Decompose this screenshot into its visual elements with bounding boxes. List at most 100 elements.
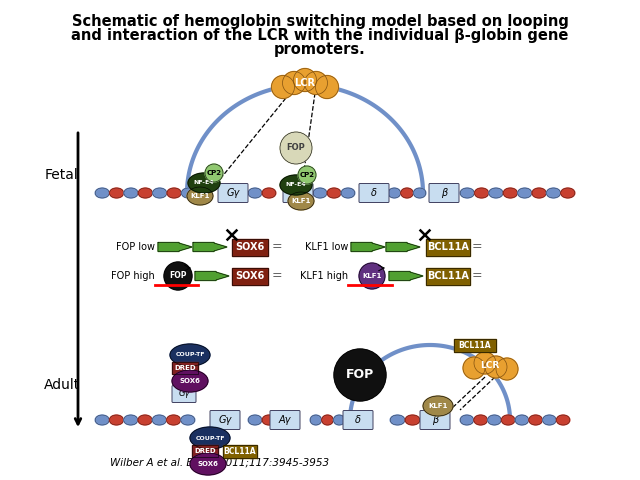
Polygon shape: [158, 242, 192, 252]
Ellipse shape: [405, 415, 420, 425]
Text: LCR: LCR: [294, 78, 316, 88]
Text: FOP: FOP: [346, 369, 374, 382]
FancyBboxPatch shape: [218, 183, 248, 203]
Text: CP2: CP2: [207, 170, 221, 176]
Text: FOP low: FOP low: [116, 242, 155, 252]
Ellipse shape: [188, 173, 220, 193]
Text: DRED: DRED: [194, 448, 216, 454]
Ellipse shape: [561, 188, 575, 198]
Bar: [232, 267, 268, 285]
Ellipse shape: [167, 188, 181, 198]
Text: KLF1: KLF1: [362, 273, 381, 279]
Text: BCL11A: BCL11A: [224, 446, 256, 456]
Text: δ: δ: [371, 188, 377, 198]
Ellipse shape: [310, 415, 321, 425]
Ellipse shape: [518, 188, 532, 198]
Text: KLF1: KLF1: [428, 403, 448, 409]
Ellipse shape: [181, 188, 195, 198]
Bar: [223, 444, 257, 457]
Text: Aγ: Aγ: [279, 415, 291, 425]
Text: BCL11A: BCL11A: [427, 242, 469, 252]
Ellipse shape: [341, 188, 355, 198]
Circle shape: [294, 69, 317, 92]
Text: δ: δ: [355, 415, 361, 425]
Ellipse shape: [95, 188, 109, 198]
Text: =: =: [472, 269, 483, 283]
Ellipse shape: [95, 415, 109, 425]
Text: Fetal: Fetal: [45, 168, 79, 182]
Circle shape: [463, 357, 485, 379]
Text: FOP high: FOP high: [111, 271, 155, 281]
Ellipse shape: [460, 415, 474, 425]
Bar: [172, 362, 198, 374]
Circle shape: [271, 75, 294, 98]
Circle shape: [334, 349, 386, 401]
FancyBboxPatch shape: [210, 410, 240, 430]
Text: BCL11A: BCL11A: [427, 271, 469, 281]
Ellipse shape: [532, 188, 546, 198]
Ellipse shape: [322, 415, 333, 425]
Bar: [426, 267, 470, 285]
Circle shape: [474, 352, 496, 374]
Text: COUP-TF: COUP-TF: [195, 435, 225, 441]
Text: Gγ: Gγ: [227, 188, 239, 198]
FancyBboxPatch shape: [420, 410, 450, 430]
Text: CP2: CP2: [300, 172, 314, 178]
FancyBboxPatch shape: [270, 410, 300, 430]
Ellipse shape: [262, 415, 276, 425]
Ellipse shape: [423, 396, 453, 416]
Ellipse shape: [547, 188, 561, 198]
Ellipse shape: [138, 188, 152, 198]
Text: DRED: DRED: [174, 365, 196, 371]
Text: KLF1: KLF1: [190, 193, 210, 199]
Text: =: =: [272, 269, 283, 283]
Bar: [172, 362, 198, 374]
Text: =: =: [472, 240, 483, 253]
Ellipse shape: [333, 415, 345, 425]
Ellipse shape: [413, 188, 426, 198]
Ellipse shape: [388, 188, 401, 198]
Ellipse shape: [124, 188, 138, 198]
Text: promoters.: promoters.: [274, 42, 366, 57]
Ellipse shape: [190, 427, 230, 449]
Ellipse shape: [543, 415, 556, 425]
Circle shape: [316, 75, 339, 98]
FancyBboxPatch shape: [172, 385, 196, 403]
Bar: [426, 239, 470, 255]
FancyBboxPatch shape: [343, 410, 373, 430]
Ellipse shape: [501, 415, 515, 425]
Ellipse shape: [460, 188, 474, 198]
Ellipse shape: [288, 192, 314, 210]
Ellipse shape: [556, 415, 570, 425]
Ellipse shape: [172, 370, 208, 392]
Text: Schematic of hemoglobin switching model based on looping: Schematic of hemoglobin switching model …: [72, 14, 568, 29]
Ellipse shape: [196, 188, 210, 198]
Ellipse shape: [489, 188, 503, 198]
Ellipse shape: [474, 188, 488, 198]
Ellipse shape: [170, 344, 210, 366]
Ellipse shape: [190, 453, 226, 475]
Ellipse shape: [515, 415, 529, 425]
Bar: [223, 444, 257, 457]
Bar: [232, 239, 268, 255]
Bar: [192, 445, 218, 457]
Text: SOX6: SOX6: [236, 271, 264, 281]
Ellipse shape: [181, 415, 195, 425]
Circle shape: [164, 262, 192, 290]
Text: COUP-TF: COUP-TF: [175, 352, 205, 358]
Text: Wilber A et al. Blood 2011;117:3945-3953: Wilber A et al. Blood 2011;117:3945-3953: [110, 458, 329, 468]
Circle shape: [496, 358, 518, 380]
Polygon shape: [389, 272, 423, 280]
Circle shape: [282, 72, 305, 95]
Bar: [426, 239, 470, 255]
Text: Gγ: Gγ: [179, 389, 189, 398]
Ellipse shape: [327, 188, 341, 198]
Bar: [426, 267, 470, 285]
Circle shape: [280, 132, 312, 164]
Text: Gγ: Gγ: [218, 415, 232, 425]
Text: Adult: Adult: [44, 378, 80, 392]
Text: SOX6: SOX6: [236, 242, 264, 252]
Circle shape: [298, 166, 316, 184]
Ellipse shape: [401, 188, 413, 198]
FancyBboxPatch shape: [429, 183, 459, 203]
